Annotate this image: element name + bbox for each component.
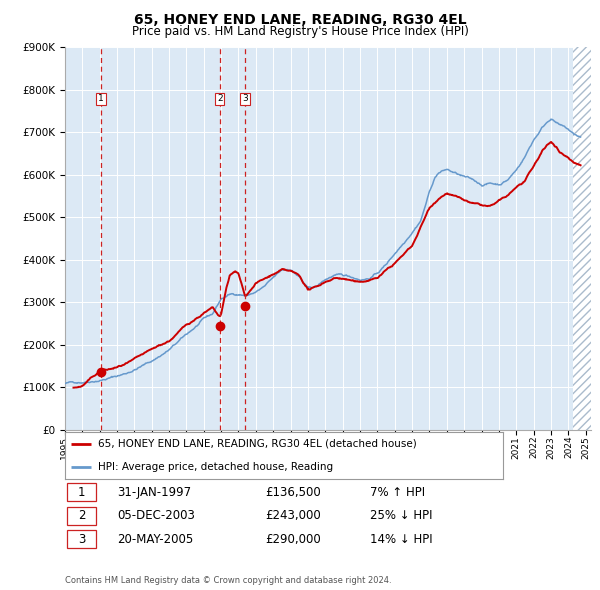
FancyBboxPatch shape [67, 530, 97, 548]
Text: Contains HM Land Registry data © Crown copyright and database right 2024.: Contains HM Land Registry data © Crown c… [65, 576, 391, 585]
FancyBboxPatch shape [67, 483, 97, 501]
Text: 14% ↓ HPI: 14% ↓ HPI [370, 533, 433, 546]
Text: 65, HONEY END LANE, READING, RG30 4EL: 65, HONEY END LANE, READING, RG30 4EL [134, 13, 466, 27]
FancyBboxPatch shape [67, 507, 97, 525]
Text: 3: 3 [242, 94, 248, 103]
Text: Price paid vs. HM Land Registry's House Price Index (HPI): Price paid vs. HM Land Registry's House … [131, 25, 469, 38]
Text: 31-JAN-1997: 31-JAN-1997 [118, 486, 191, 499]
Text: 65, HONEY END LANE, READING, RG30 4EL (detached house): 65, HONEY END LANE, READING, RG30 4EL (d… [98, 439, 416, 448]
Text: 2: 2 [217, 94, 223, 103]
Text: HPI: Average price, detached house, Reading: HPI: Average price, detached house, Read… [98, 463, 333, 472]
Text: 1: 1 [98, 94, 104, 103]
Text: 2: 2 [78, 509, 85, 522]
Text: 05-DEC-2003: 05-DEC-2003 [118, 509, 195, 522]
Text: £290,000: £290,000 [265, 533, 320, 546]
Text: 1: 1 [78, 486, 85, 499]
Text: £136,500: £136,500 [265, 486, 320, 499]
Text: 20-MAY-2005: 20-MAY-2005 [118, 533, 194, 546]
Text: 3: 3 [78, 533, 85, 546]
Text: £243,000: £243,000 [265, 509, 320, 522]
Text: 25% ↓ HPI: 25% ↓ HPI [370, 509, 433, 522]
Text: 7% ↑ HPI: 7% ↑ HPI [370, 486, 425, 499]
Bar [573, 47, 591, 430]
